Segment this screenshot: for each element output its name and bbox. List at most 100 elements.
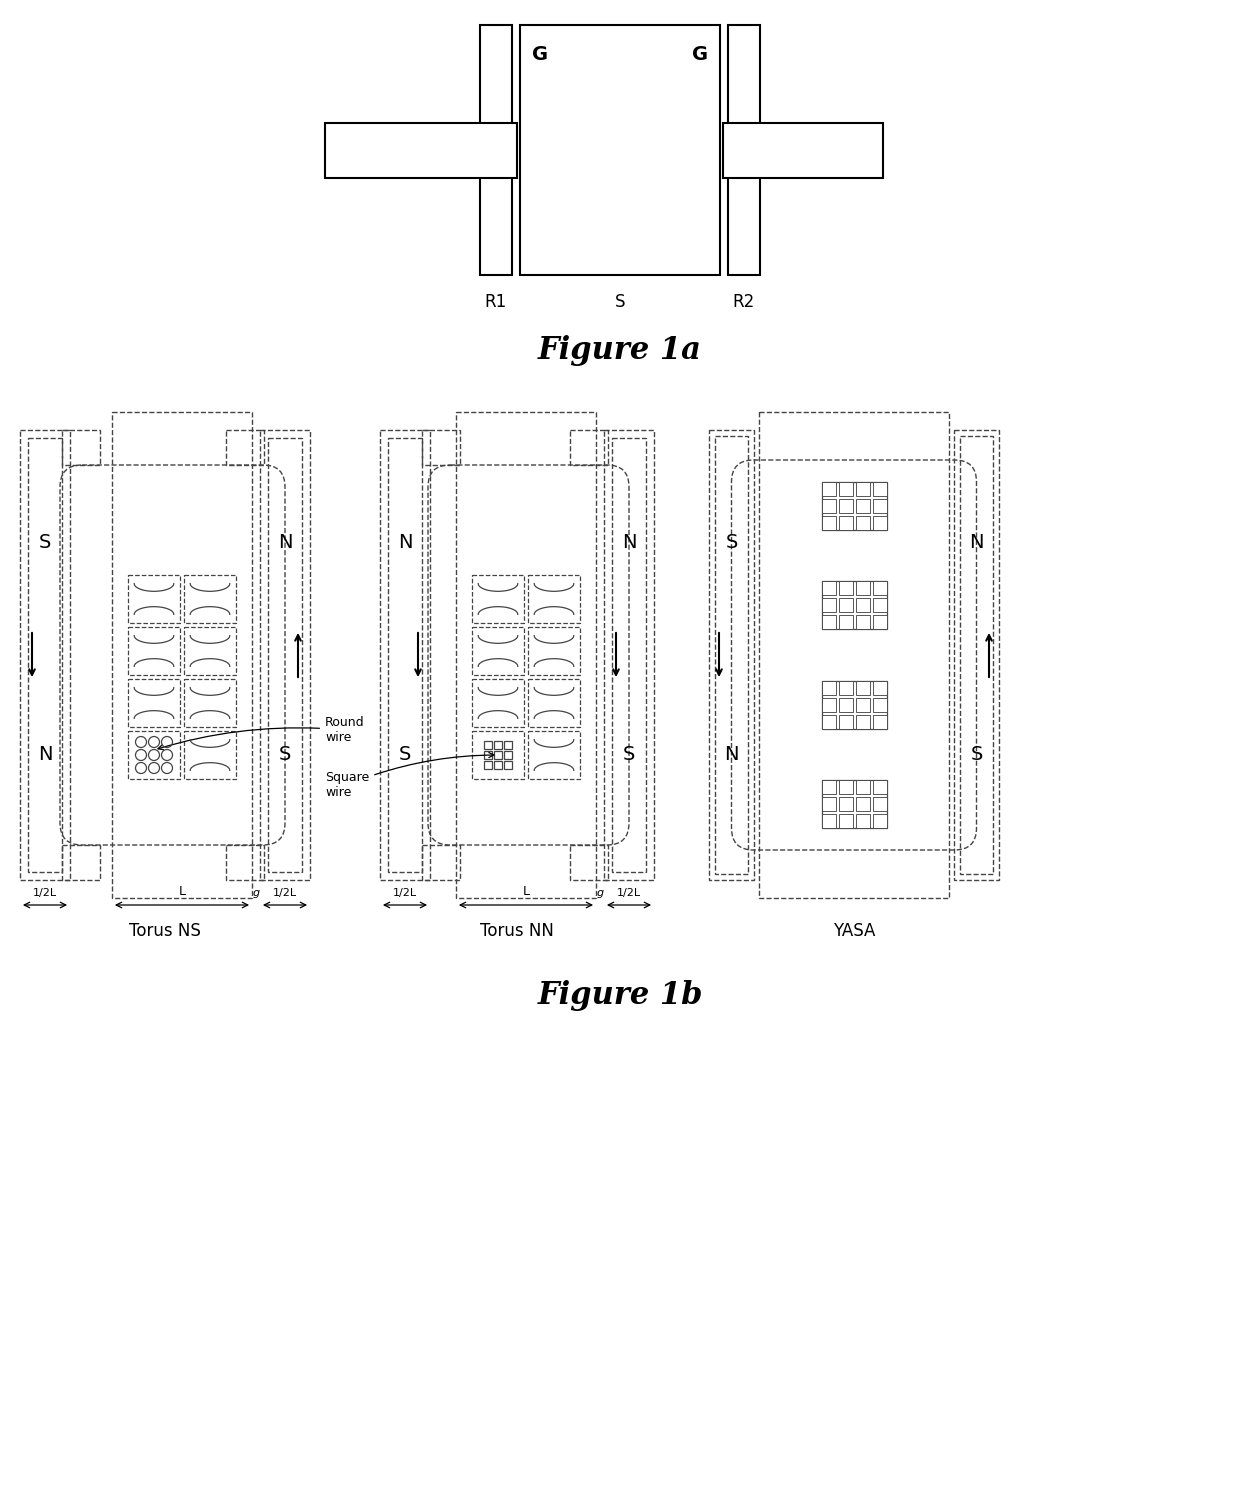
Bar (821, 681, 836, 695)
Bar (873, 499, 887, 513)
Bar (856, 714, 869, 729)
Bar (856, 615, 869, 629)
Bar (484, 761, 492, 769)
Bar (759, 412, 949, 898)
Bar (838, 481, 853, 496)
Bar (821, 481, 887, 529)
Text: YASA: YASA (833, 922, 875, 940)
Text: S: S (725, 532, 738, 552)
Bar (613, 438, 646, 872)
Bar (856, 814, 869, 829)
Text: S: S (38, 532, 51, 552)
Bar (494, 750, 502, 760)
Text: N: N (37, 744, 52, 764)
Bar (856, 599, 869, 612)
Bar (268, 438, 303, 872)
Bar (838, 781, 853, 794)
Bar (723, 122, 883, 177)
Bar (528, 627, 580, 675)
Bar (484, 741, 492, 749)
Text: S: S (615, 293, 625, 311)
Bar (528, 575, 580, 623)
Bar (709, 430, 754, 880)
Bar (184, 575, 236, 623)
Bar (494, 761, 502, 769)
Bar (503, 750, 512, 760)
Bar (821, 581, 887, 629)
Bar (838, 681, 853, 695)
Bar (873, 599, 887, 612)
Text: N: N (970, 532, 983, 552)
Bar (873, 516, 887, 529)
Bar (128, 627, 180, 675)
Text: Torus NN: Torus NN (480, 922, 554, 940)
Text: R2: R2 (733, 293, 755, 311)
Text: 1/2L: 1/2L (618, 887, 641, 898)
Bar (112, 412, 252, 898)
Bar (456, 412, 596, 898)
Text: N: N (398, 532, 412, 552)
Bar (821, 581, 836, 596)
Bar (528, 678, 580, 726)
Bar (873, 814, 887, 829)
Bar (480, 26, 512, 275)
Bar (838, 599, 853, 612)
Bar (838, 499, 853, 513)
Bar (821, 516, 836, 529)
Bar (184, 627, 236, 675)
Bar (379, 430, 430, 880)
Bar (873, 714, 887, 729)
Bar (528, 731, 580, 779)
Text: L: L (179, 884, 186, 898)
Bar (128, 678, 180, 726)
Bar (838, 615, 853, 629)
Bar (494, 741, 502, 749)
Text: Square
wire: Square wire (325, 752, 494, 799)
Bar (472, 731, 525, 779)
Bar (20, 430, 69, 880)
Bar (838, 814, 853, 829)
Bar (520, 26, 720, 275)
Bar (821, 814, 836, 829)
Bar (226, 845, 264, 880)
Bar (472, 627, 525, 675)
Bar (503, 761, 512, 769)
Text: g: g (253, 887, 259, 898)
Text: Figure 1a: Figure 1a (538, 335, 702, 365)
Text: S: S (399, 744, 412, 764)
Text: S: S (622, 744, 635, 764)
Text: N: N (724, 744, 739, 764)
Text: G: G (532, 45, 548, 65)
Text: 1/2L: 1/2L (33, 887, 57, 898)
Bar (422, 430, 460, 465)
Bar (260, 430, 310, 880)
Bar (856, 481, 869, 496)
Bar (62, 845, 100, 880)
Bar (128, 731, 180, 779)
Bar (838, 581, 853, 596)
Text: S: S (279, 744, 291, 764)
Bar (503, 741, 512, 749)
Text: S: S (971, 744, 982, 764)
Bar (838, 714, 853, 729)
Bar (838, 797, 853, 811)
Bar (29, 438, 62, 872)
Bar (570, 845, 608, 880)
Bar (960, 436, 993, 874)
Bar (821, 781, 887, 829)
Text: R1: R1 (485, 293, 507, 311)
Text: 1/2L: 1/2L (273, 887, 298, 898)
Bar (954, 430, 999, 880)
Bar (226, 430, 264, 465)
Bar (873, 781, 887, 794)
Bar (472, 678, 525, 726)
Bar (821, 499, 836, 513)
Bar (604, 430, 653, 880)
Bar (821, 781, 836, 794)
Bar (472, 575, 525, 623)
Bar (856, 797, 869, 811)
Bar (184, 678, 236, 726)
Bar (422, 845, 460, 880)
Bar (62, 430, 100, 465)
Bar (821, 481, 836, 496)
